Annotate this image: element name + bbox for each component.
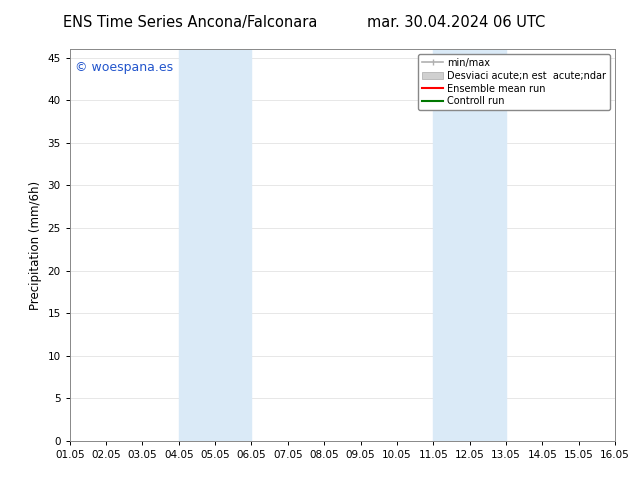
Legend: min/max, Desviaci acute;n est  acute;ndar, Ensemble mean run, Controll run: min/max, Desviaci acute;n est acute;ndar… — [418, 54, 610, 110]
Text: mar. 30.04.2024 06 UTC: mar. 30.04.2024 06 UTC — [367, 15, 546, 30]
Y-axis label: Precipitation (mm/6h): Precipitation (mm/6h) — [29, 180, 42, 310]
Text: ENS Time Series Ancona/Falconara: ENS Time Series Ancona/Falconara — [63, 15, 318, 30]
Bar — [179, 49, 252, 441]
Text: © woespana.es: © woespana.es — [75, 61, 173, 74]
Bar — [433, 49, 506, 441]
